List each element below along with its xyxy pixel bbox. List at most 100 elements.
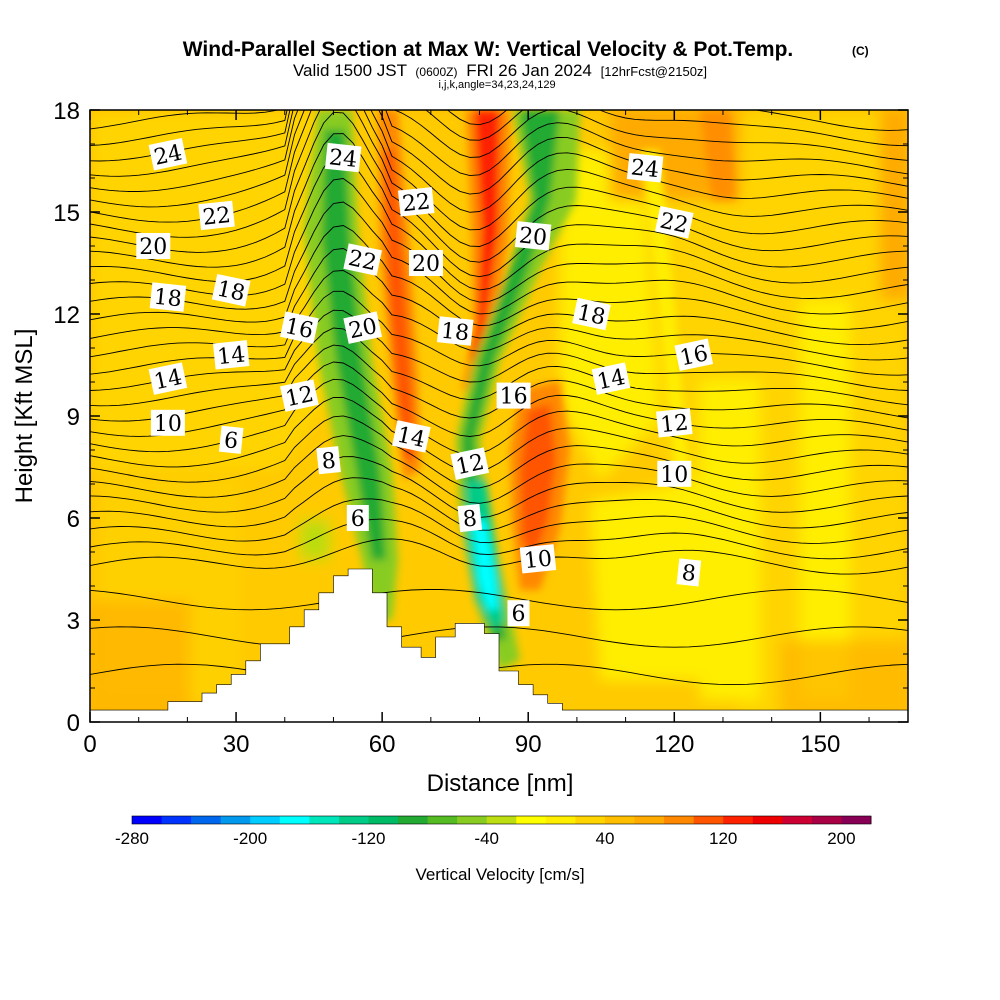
y-tick-label: 12 [53,302,80,329]
contour-label: 10 [519,544,557,574]
isentrope-line [90,225,908,330]
colorbar-swatch [398,816,429,824]
contour-label: 20 [136,233,171,260]
isentrope-line [90,110,908,195]
contour-label: 24 [148,137,188,171]
y-axis-label: Height [Kft MSL] [11,329,38,504]
svg-text:24: 24 [152,141,185,171]
grid-indices: i,j,k,angle=34,23,24,129 [438,79,555,91]
colorbar-swatch [250,816,281,824]
svg-text:20: 20 [347,314,380,344]
svg-text:16: 16 [678,341,711,371]
svg-text:8: 8 [462,506,479,532]
svg-text:10: 10 [660,463,688,488]
y-tick-label: 0 [67,710,80,737]
contour-label: 14 [392,420,431,453]
y-tick-label: 6 [67,506,80,533]
svg-text:6: 6 [511,602,525,627]
y-tick-label: 3 [67,608,80,635]
svg-text:12: 12 [659,410,689,438]
colorbar-tick-label: -40 [474,829,499,848]
contour-label: 6 [218,425,244,454]
colorbar-tick-label: -120 [351,829,385,848]
svg-text:6: 6 [351,507,365,532]
contour-label: 14 [212,340,250,370]
colorbar-swatch [457,816,488,824]
svg-text:20: 20 [518,223,548,251]
chart-subtitle: Valid 1500 JST (0600Z) FRI 26 Jan 2024 [… [293,61,707,80]
isentrope-line [90,201,908,315]
colorbar-swatch [841,816,872,824]
valid-date: FRI 26 Jan 2024 [466,61,592,80]
isentrope-line [90,248,908,346]
contour-label: 12 [656,408,693,438]
colorbar-swatch [427,816,458,824]
colorbar-swatch [486,816,517,824]
svg-text:22: 22 [401,189,431,217]
svg-text:22: 22 [346,246,379,276]
chart-title: Wind-Parallel Section at Max W: Vertical… [183,38,794,61]
svg-text:6: 6 [223,428,240,454]
y-tick-label: 15 [53,200,80,227]
contour-label: 20 [343,311,382,344]
contour-label: 6 [507,600,530,627]
x-tick-label: 30 [223,731,250,758]
colorbar: -280 -200 -120 -40 40 120 200 [115,815,872,848]
contour-labels: 24 22 20 18 18 14 14 10 6 16 12 8 6 24 22 20 22 20 18 14 12 8… [136,137,714,627]
isentrope-line [90,518,908,560]
contour-label: 18 [149,282,187,313]
contour-label: 8 [457,503,483,533]
svg-text:14: 14 [395,423,428,453]
x-tick-label: 0 [83,731,96,758]
colorbar-swatch [811,816,842,824]
colorbar-swatch [575,816,606,824]
forecast-info: [12hrFcst@2150z] [601,64,707,79]
colorbar-swatch [191,816,222,824]
isentrope-line [90,396,908,473]
valid-time: Valid 1500 JST [293,61,407,80]
colorbar-swatch [279,816,310,824]
colorbar-swatch [309,816,340,824]
colorbar-tick-label: -200 [233,829,267,848]
svg-text:18: 18 [575,300,608,330]
contour-label: 18 [436,316,474,346]
contour-label: 22 [343,243,382,276]
svg-text:22: 22 [202,203,232,231]
isentrope-line [90,111,908,263]
contour-label: 12 [450,447,490,480]
y-tick-label: 9 [67,404,80,431]
x-tick-label: 150 [800,731,840,758]
colorbar-label: Vertical Velocity [cm/s] [415,865,584,884]
contour-label: 16 [674,338,714,371]
copyright-mark: (C) [852,44,869,58]
colorbar-swatch [132,816,163,824]
svg-text:22: 22 [658,209,691,239]
colorbar-swatch [338,816,369,824]
isentrope-line [90,110,908,162]
svg-text:14: 14 [152,365,185,395]
contour-label: 6 [346,505,369,532]
isentrope-line [90,415,908,489]
contour-label: 18 [211,273,251,307]
colorbar-swatch [368,816,399,824]
isentrope-line [90,435,908,504]
x-tick-label: 90 [515,731,542,758]
isentrope-line [90,477,908,531]
colorbar-frame [131,815,872,825]
colorbar-swatch [752,816,783,824]
svg-text:12: 12 [283,382,316,412]
svg-text:16: 16 [283,314,316,344]
isentrope-line [90,361,908,437]
contour-label: 16 [496,382,531,410]
contour-label: 22 [397,187,435,217]
colorbar-swatch [220,816,251,824]
svg-text:14: 14 [216,342,246,370]
isentrope-line [90,110,908,247]
contour-label: 16 [280,311,319,344]
svg-text:18: 18 [153,285,183,313]
isentrope-line [90,456,908,518]
colorbar-swatch [664,816,695,824]
isentrope-line [90,110,908,147]
isentrope-line [90,133,908,278]
